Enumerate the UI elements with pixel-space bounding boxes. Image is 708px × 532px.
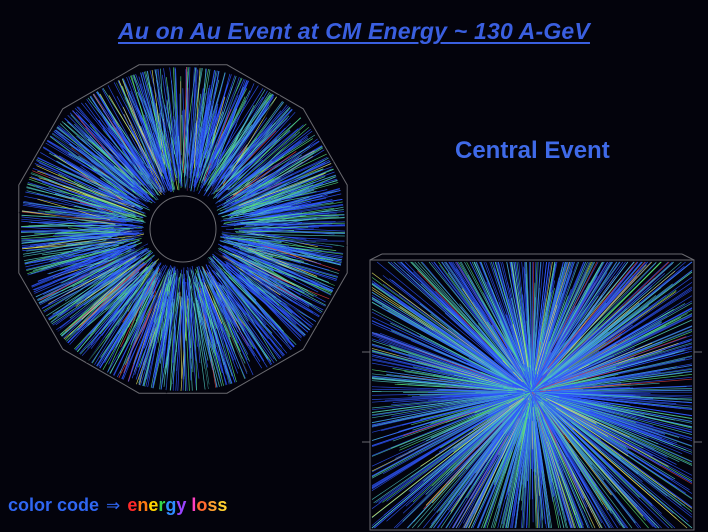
side-outline-rect	[369, 259, 695, 531]
caption-word-energy: energy	[127, 495, 186, 515]
detector-side-view-image	[362, 253, 702, 531]
loss-letter: s	[217, 495, 228, 515]
detector-outline	[18, 64, 348, 394]
side-view-tracks	[371, 261, 693, 529]
side-detector-outline	[362, 253, 702, 531]
energy-letter: n	[137, 495, 149, 515]
sector-boundaries	[18, 64, 348, 394]
energy-letter: e	[127, 495, 138, 515]
implies-arrow: ⇒	[106, 496, 121, 516]
energy-letter: r	[158, 495, 166, 515]
beam-pipe-hole	[149, 195, 217, 263]
energy-letter: g	[165, 495, 177, 515]
slide-subtitle: Central Event	[455, 137, 610, 164]
caption-word-loss: loss	[191, 495, 227, 515]
slide-title: Au on Au Event at CM Energy ~ 130 A-GeV	[118, 18, 590, 44]
detector-end-view-image	[18, 64, 348, 394]
loss-letter: l	[191, 495, 197, 515]
energy-letter: e	[148, 495, 159, 515]
loss-letter: o	[196, 495, 208, 515]
color-code-caption: color code ⇒ energy loss	[8, 495, 227, 516]
loss-letter: s	[207, 495, 218, 515]
end-view-tracks	[20, 66, 346, 392]
energy-letter: y	[176, 495, 187, 515]
caption-prefix: color code	[8, 495, 100, 515]
